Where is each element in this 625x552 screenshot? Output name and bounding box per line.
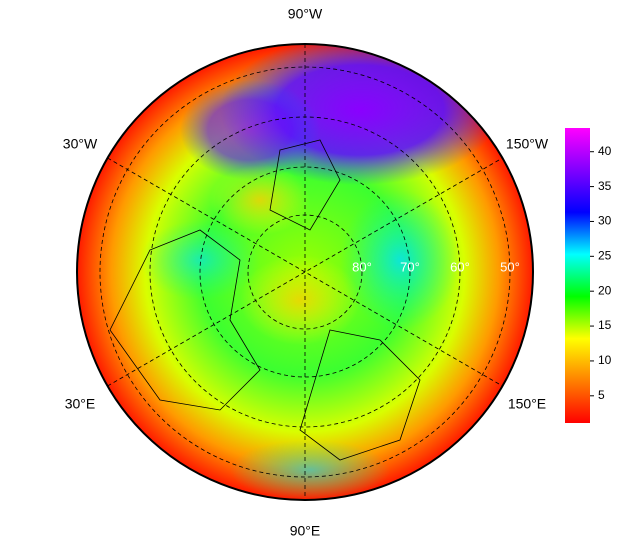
colorbar-tick-label: 30 xyxy=(598,214,612,228)
colorbar-tick-label: 5 xyxy=(598,388,605,402)
graticule xyxy=(99,44,511,500)
meridian-label: 150°W xyxy=(506,136,549,152)
colorbar-tick-label: 35 xyxy=(598,179,612,193)
parallel-label: 80° xyxy=(352,259,372,274)
colorbar-tick-label: 10 xyxy=(598,353,612,367)
meridian-label: 30°E xyxy=(65,396,96,412)
parallel-line xyxy=(99,66,511,478)
parallel-label: 50° xyxy=(500,259,520,274)
colorbar-tick-label: 15 xyxy=(598,318,612,332)
meridian-line xyxy=(107,157,503,387)
meridian-label: 90°E xyxy=(290,523,321,539)
colorbar-tick-label: 40 xyxy=(598,144,612,158)
meridian-label: 90°W xyxy=(288,6,323,22)
parallel-label: 70° xyxy=(400,259,420,274)
colorbar-tick-label: 25 xyxy=(598,248,612,262)
colorbar-axis: 5 10 15 20 25 30 35 40 xyxy=(590,144,612,402)
coastline xyxy=(109,139,421,461)
colorbar xyxy=(565,128,590,423)
meridian-label: 30°W xyxy=(63,136,98,152)
colorbar-tick-label: 20 xyxy=(598,283,612,297)
parallel-label: 60° xyxy=(450,259,470,274)
meridian-label: 150°E xyxy=(508,396,546,412)
